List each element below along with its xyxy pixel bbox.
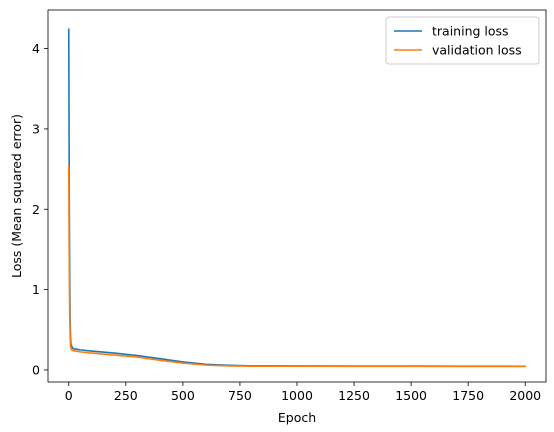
y-tick-label: 2 xyxy=(32,202,40,217)
series-lines xyxy=(67,28,527,368)
x-axis-label: Epoch xyxy=(278,410,316,425)
x-tick-label: 500 xyxy=(171,388,195,403)
x-tick-label: 250 xyxy=(114,388,138,403)
y-axis-label: Loss (Mean squared error) xyxy=(9,114,24,278)
legend-label-validation-loss: validation loss xyxy=(432,43,522,58)
y-tick-label: 3 xyxy=(32,121,40,136)
x-tick-label: 1750 xyxy=(452,388,484,403)
x-tick-label: 750 xyxy=(228,388,252,403)
x-tick-label: 2000 xyxy=(509,388,541,403)
x-tick-label: 1250 xyxy=(338,388,370,403)
legend: training loss validation loss xyxy=(385,16,540,65)
legend-label-training-loss: training loss xyxy=(432,24,509,39)
y-tick-label: 4 xyxy=(32,41,40,56)
x-axis-ticks: 0 250 500 750 1000 1250 1500 1750 2000 xyxy=(65,382,541,403)
legend-box xyxy=(385,16,540,65)
x-tick-label: 1000 xyxy=(281,388,313,403)
series-line-validation-loss xyxy=(67,165,527,368)
y-tick-label: 1 xyxy=(32,282,40,297)
x-tick-label: 0 xyxy=(65,388,73,403)
y-tick-label: 0 xyxy=(32,362,40,377)
x-tick-label: 1500 xyxy=(395,388,427,403)
plot-area xyxy=(48,10,546,382)
y-axis-ticks: 0 1 2 3 4 xyxy=(32,41,48,377)
